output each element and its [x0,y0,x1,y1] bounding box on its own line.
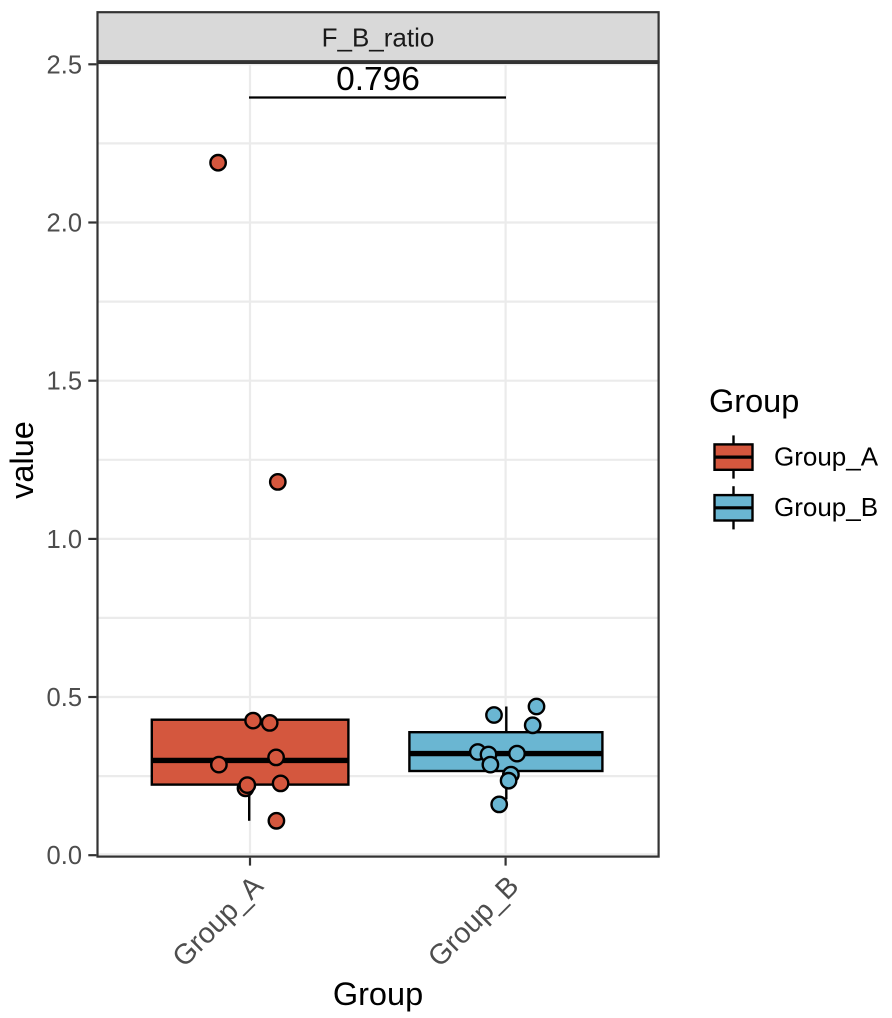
svg-text:0.796: 0.796 [336,61,420,98]
svg-text:2.5: 2.5 [47,51,82,79]
svg-text:Group: Group [333,976,423,1012]
svg-text:F_B_ratio: F_B_ratio [322,23,435,53]
svg-text:Group_A: Group_A [774,441,879,471]
svg-text:Group: Group [709,383,799,419]
svg-text:1.0: 1.0 [47,526,82,554]
svg-text:1.5: 1.5 [47,368,82,396]
svg-text:0.0: 0.0 [47,842,82,870]
svg-text:value: value [4,421,40,499]
svg-text:2.0: 2.0 [47,210,82,238]
svg-text:0.5: 0.5 [47,684,82,712]
svg-text:Group_B: Group_B [774,492,878,522]
